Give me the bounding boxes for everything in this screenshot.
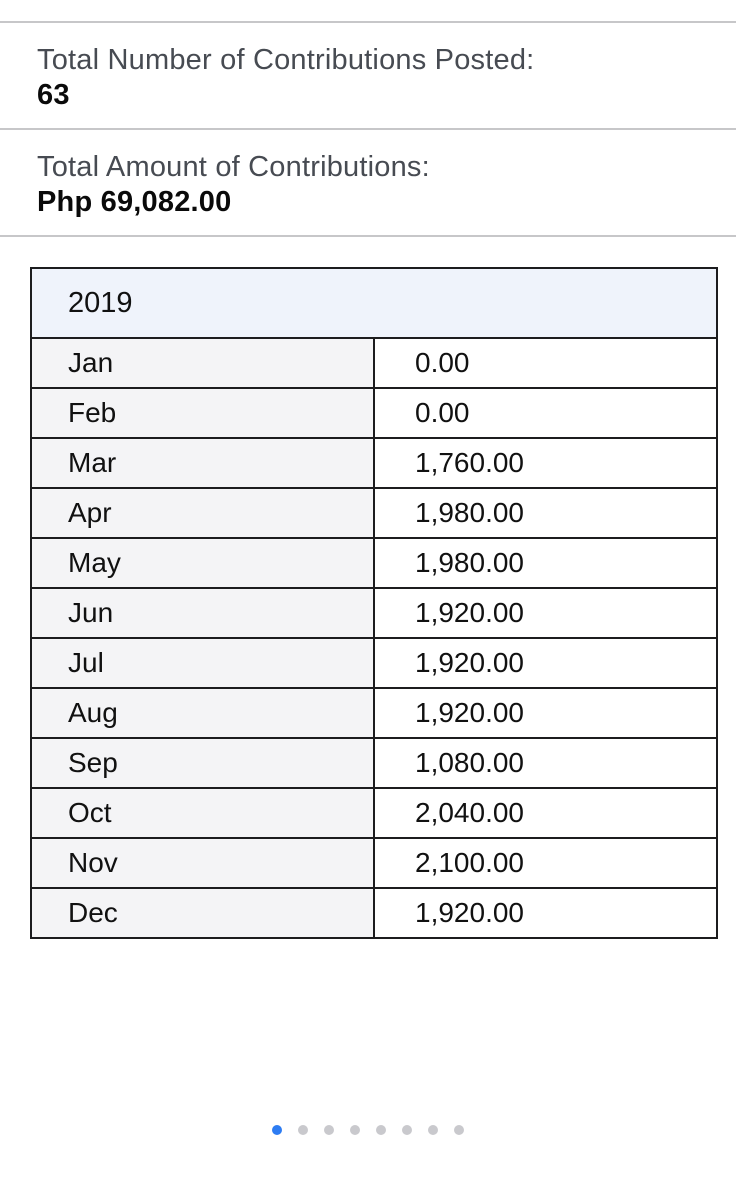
summary-posted: Total Number of Contributions Posted: 63 bbox=[0, 23, 736, 128]
total-amount-label: Total Amount of Contributions: bbox=[37, 151, 430, 183]
month-cell: Apr bbox=[30, 487, 375, 539]
summary-amount: Total Amount of Contributions: Php 69,08… bbox=[0, 130, 736, 235]
page-dot[interactable] bbox=[298, 1125, 308, 1135]
month-cell: Jan bbox=[30, 337, 375, 389]
month-cell: Feb bbox=[30, 387, 375, 439]
year-header-row: 2019 bbox=[30, 267, 718, 339]
month-cell: Dec bbox=[30, 887, 375, 939]
page-dot-active[interactable] bbox=[272, 1125, 282, 1135]
page-dot[interactable] bbox=[324, 1125, 334, 1135]
amount-cell: 1,760.00 bbox=[373, 437, 718, 489]
total-amount-value: Php 69,082.00 bbox=[37, 186, 232, 218]
table-row: Jun 1,920.00 bbox=[30, 587, 718, 639]
month-cell: Oct bbox=[30, 787, 375, 839]
amount-cell: 0.00 bbox=[373, 337, 718, 389]
page-dot[interactable] bbox=[376, 1125, 386, 1135]
page-dots bbox=[0, 1125, 736, 1135]
table-row: Mar 1,760.00 bbox=[30, 437, 718, 489]
month-cell: Sep bbox=[30, 737, 375, 789]
month-cell: Aug bbox=[30, 687, 375, 739]
amount-cell: 2,100.00 bbox=[373, 837, 718, 889]
amount-cell: 1,080.00 bbox=[373, 737, 718, 789]
amount-cell: 1,920.00 bbox=[373, 637, 718, 689]
amount-cell: 1,920.00 bbox=[373, 687, 718, 739]
month-cell: May bbox=[30, 537, 375, 589]
contributions-table: 2019 Jan 0.00 Feb 0.00 Mar 1,760.00 Apr bbox=[30, 267, 718, 939]
year-contributions-carousel[interactable]: 2019 Jan 0.00 Feb 0.00 Mar 1,760.00 Apr bbox=[30, 267, 718, 939]
table-row: Nov 2,100.00 bbox=[30, 837, 718, 889]
month-cell: Mar bbox=[30, 437, 375, 489]
amount-cell: 1,980.00 bbox=[373, 487, 718, 539]
table-row: Oct 2,040.00 bbox=[30, 787, 718, 839]
amount-cell: 1,980.00 bbox=[373, 537, 718, 589]
table-row: Sep 1,080.00 bbox=[30, 737, 718, 789]
page-dot[interactable] bbox=[428, 1125, 438, 1135]
table-row: Jul 1,920.00 bbox=[30, 637, 718, 689]
section-divider bbox=[0, 128, 736, 130]
page-dot[interactable] bbox=[350, 1125, 360, 1135]
amount-cell: 2,040.00 bbox=[373, 787, 718, 839]
month-cell: Nov bbox=[30, 837, 375, 889]
posted-count-value: 63 bbox=[37, 79, 70, 111]
section-divider bbox=[0, 21, 736, 23]
table-row: May 1,980.00 bbox=[30, 537, 718, 589]
table-row: Apr 1,980.00 bbox=[30, 487, 718, 539]
year-header: 2019 bbox=[30, 267, 718, 339]
table-row: Dec 1,920.00 bbox=[30, 887, 718, 939]
posted-count-label: Total Number of Contributions Posted: bbox=[37, 44, 535, 76]
month-cell: Jul bbox=[30, 637, 375, 689]
page-dot[interactable] bbox=[402, 1125, 412, 1135]
section-divider bbox=[0, 235, 736, 237]
table-row: Aug 1,920.00 bbox=[30, 687, 718, 739]
page-dot[interactable] bbox=[454, 1125, 464, 1135]
top-spacer bbox=[0, 0, 736, 21]
table-row: Jan 0.00 bbox=[30, 337, 718, 389]
table-row: Feb 0.00 bbox=[30, 387, 718, 439]
amount-cell: 1,920.00 bbox=[373, 587, 718, 639]
amount-cell: 1,920.00 bbox=[373, 887, 718, 939]
amount-cell: 0.00 bbox=[373, 387, 718, 439]
month-cell: Jun bbox=[30, 587, 375, 639]
